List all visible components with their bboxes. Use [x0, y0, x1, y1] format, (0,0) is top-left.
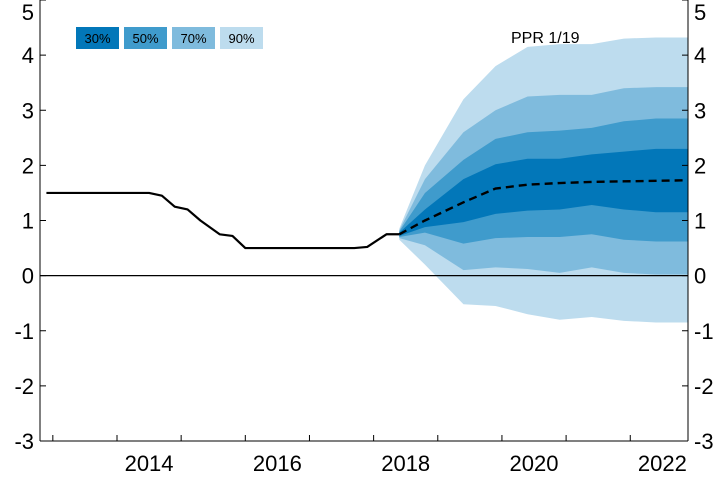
legend-label: 70% [180, 31, 206, 46]
y-tick-label-left: 2 [22, 153, 34, 178]
y-tick-label-right: 1 [694, 209, 706, 234]
y-tick-label-left: 3 [22, 98, 34, 123]
y-tick-label-left: 0 [22, 264, 34, 289]
y-tick-label-right: -2 [694, 374, 714, 399]
x-tick-label: 2016 [253, 451, 302, 476]
x-axis-labels: 2014 2016 2018 2020 2022 [125, 451, 687, 476]
y-tick-label-left: -3 [14, 429, 34, 454]
y-axis-right-labels: -3 -2 -1 0 1 2 3 4 5 [694, 0, 714, 454]
x-tick-label: 2018 [381, 451, 430, 476]
y-tick-label-right: 2 [694, 153, 706, 178]
legend-swatch [172, 27, 215, 49]
x-tick-label: 2022 [638, 451, 687, 476]
y-tick-label-right: 5 [694, 0, 706, 25]
y-tick-label-right: 0 [694, 264, 706, 289]
y-tick-label-left: -1 [14, 319, 34, 344]
y-axis-left-labels: -3 -2 -1 0 1 2 3 4 5 [14, 0, 34, 454]
legend-swatch [76, 27, 119, 49]
legend-label: 50% [132, 31, 158, 46]
chart-annotation: PPR 1/19 [511, 30, 580, 47]
legend-label: 90% [228, 31, 254, 46]
x-tick-label: 2020 [510, 451, 559, 476]
legend: 30% 50% 70% 90% [76, 27, 263, 49]
legend-swatch [220, 27, 263, 49]
y-tick-label-left: 4 [22, 43, 34, 68]
historical-rate-line [46, 191, 400, 250]
band-30 [399, 148, 688, 236]
forecast-median-line [398, 179, 689, 236]
y-tick-label-left: -2 [14, 374, 34, 399]
y-tick-label-right: 4 [694, 43, 706, 68]
x-tick-label: 2014 [125, 451, 174, 476]
y-tick-label-right: -3 [694, 429, 714, 454]
legend-swatch [124, 27, 167, 49]
legend-label: 30% [84, 31, 110, 46]
y-tick-label-left: 5 [22, 0, 34, 25]
rate-lines [46, 179, 689, 250]
y-tick-label-right: -1 [694, 319, 714, 344]
axes [39, 0, 689, 442]
y-tick-label-right: 3 [694, 98, 706, 123]
fan-bands [399, 37, 688, 323]
y-tick-label-left: 1 [22, 209, 34, 234]
